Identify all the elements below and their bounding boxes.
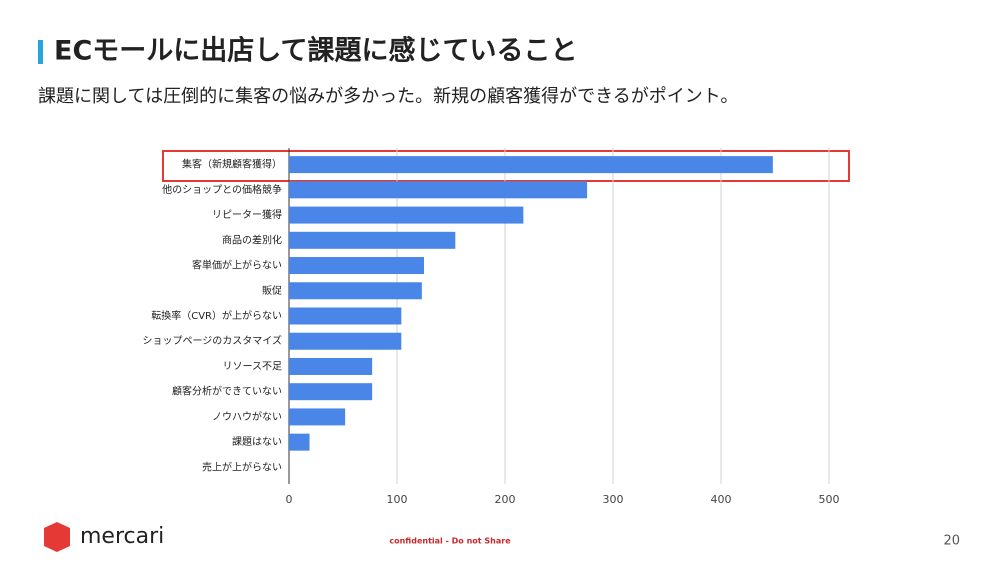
bar <box>289 231 456 249</box>
bar <box>289 433 310 451</box>
bar <box>289 408 346 426</box>
x-tick-label: 300 <box>603 493 624 506</box>
x-tick-label: 400 <box>711 493 732 506</box>
page-number: 20 <box>943 534 960 549</box>
y-tick-label: 転換率（CVR）が上がらない <box>151 309 282 322</box>
y-tick-label: 客単価が上がらない <box>192 259 282 272</box>
x-tick-label: 100 <box>387 493 408 506</box>
bar <box>289 357 373 375</box>
y-tick-label: 顧客分析ができていない <box>172 385 282 398</box>
bar <box>289 156 773 174</box>
y-tick-label: ノウハウがない <box>212 410 282 423</box>
logo-text: mercari <box>80 524 164 549</box>
y-tick-label: 商品の差別化 <box>222 233 282 246</box>
x-tick-label: 0 <box>286 493 293 506</box>
y-tick-label: ショップページのカスタマイズ <box>143 334 283 347</box>
bar <box>289 206 524 224</box>
bar <box>289 181 588 199</box>
y-tick-label: リソース不足 <box>223 360 283 372</box>
x-tick-label: 200 <box>495 493 516 506</box>
bar <box>289 383 373 401</box>
bar <box>289 257 424 275</box>
logo: mercari <box>44 522 164 552</box>
y-tick-label: 販促 <box>262 284 282 297</box>
confidential-note: confidential - Do not Share <box>389 537 511 546</box>
y-tick-label: 他のショップとの価格競争 <box>162 183 282 196</box>
x-tick-label: 500 <box>819 493 840 506</box>
title-accent <box>38 40 43 64</box>
y-tick-label: 売上が上がらない <box>202 460 282 473</box>
slide-title: ECモールに出店して課題に感じていること <box>54 35 577 67</box>
y-tick-label: 集客（新規顧客獲得） <box>182 158 282 171</box>
bar <box>289 282 422 300</box>
slide-subtitle: 課題に関しては圧倒的に集客の悩みが多かった。新規の顧客獲得ができるがポイント。 <box>38 86 738 107</box>
highlight-box <box>162 150 850 182</box>
y-tick-label: 課題はない <box>232 435 282 448</box>
y-tick-label: リピーター獲得 <box>212 208 282 221</box>
bar <box>289 307 402 325</box>
bar <box>289 332 402 350</box>
logo-icon <box>44 522 70 552</box>
